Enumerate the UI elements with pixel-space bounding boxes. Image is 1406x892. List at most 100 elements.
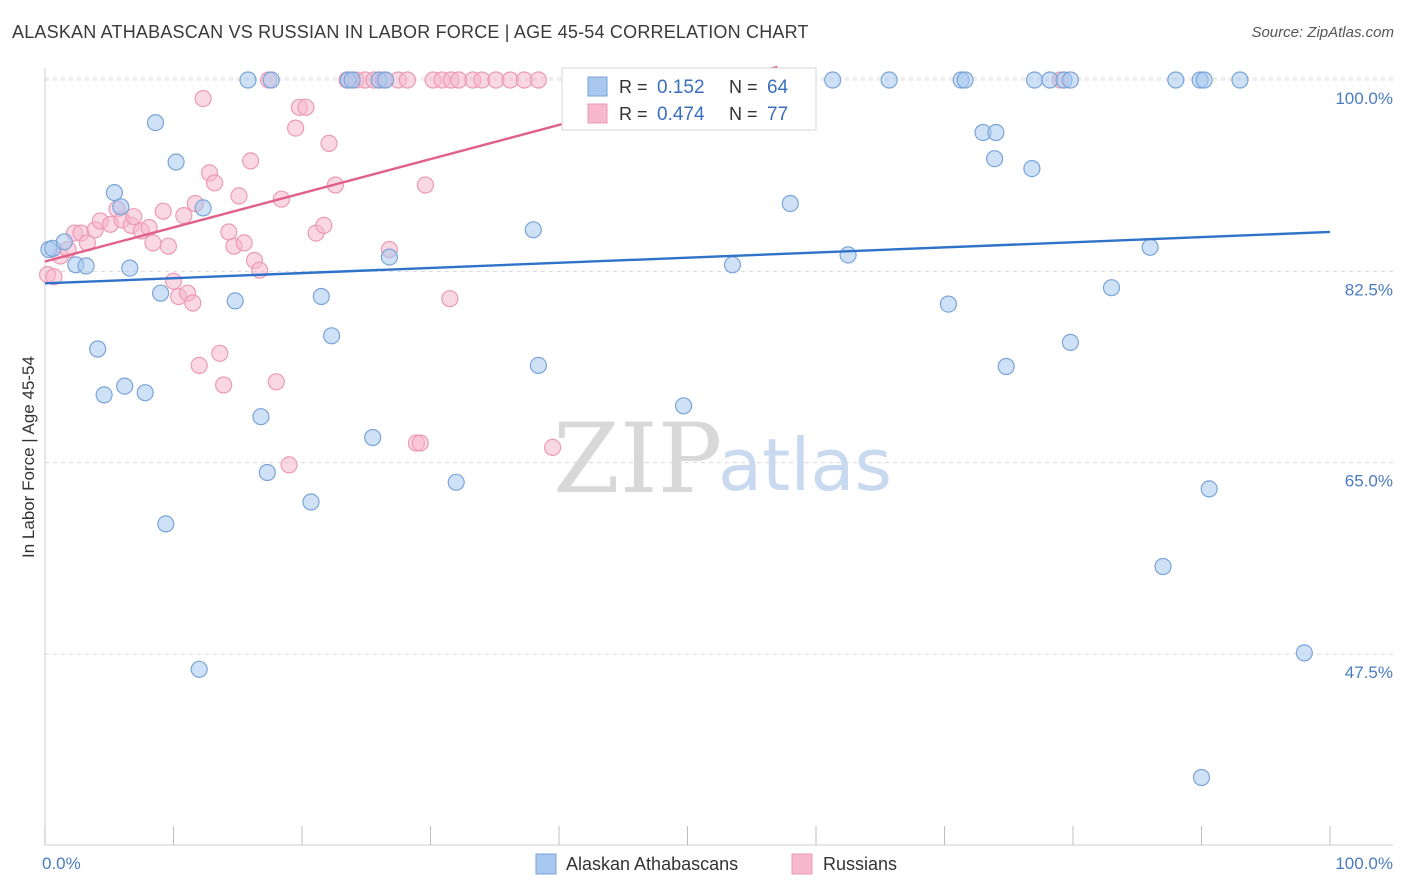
trendline-athabascans — [44, 230, 1331, 285]
athabascan-point — [252, 408, 270, 426]
athabascan-point — [55, 233, 73, 251]
legend-r-label-1: R = — [619, 77, 648, 97]
athabascan-point — [226, 292, 244, 310]
russian-point — [220, 223, 238, 241]
athabascan-point — [1295, 644, 1313, 662]
athabascan-point — [121, 259, 139, 277]
russian-point — [144, 234, 162, 252]
y-tick-labels: 100.0% 82.5% 65.0% 47.5% — [1335, 89, 1393, 682]
watermark-zip: ZIP — [553, 403, 722, 515]
legend-n-value-1: 64 — [767, 77, 789, 98]
russian-point — [529, 71, 548, 89]
athabascan-point — [380, 248, 398, 266]
source-credit: Source: ZipAtlas.com — [1251, 24, 1394, 41]
y-axis-title: In Labor Force | Age 45-54 — [19, 356, 38, 558]
russian-point — [487, 71, 505, 89]
athabascan-point — [152, 284, 170, 302]
athabascan-point — [89, 340, 107, 358]
x-tick-label-start: 0.0% — [42, 854, 81, 873]
bottom-legend-swatch-blue — [535, 853, 557, 875]
athabascan-point — [781, 194, 799, 213]
russian-point — [190, 356, 208, 374]
athabascan-point — [987, 123, 1005, 142]
russian-point — [235, 234, 253, 252]
athabascan-point — [529, 356, 548, 374]
russian-point — [175, 207, 193, 225]
bottom-legend-swatch-pink — [791, 853, 813, 875]
athabascan-point — [239, 71, 257, 89]
russian-point — [45, 268, 63, 286]
series-alaskan-athabascans-points — [40, 71, 1313, 787]
athabascan-point — [376, 71, 395, 89]
chart-title: ALASKAN ATHABASCAN VS RUSSIAN IN LABOR F… — [12, 22, 809, 42]
russian-point — [184, 294, 202, 312]
bottom-legend: Alaskan Athabascans Russians — [535, 853, 897, 875]
athabascan-point — [1195, 71, 1213, 89]
russian-point — [211, 344, 229, 362]
athabascan-point — [1154, 557, 1172, 576]
legend-r-value-2: 0.474 — [657, 104, 705, 125]
legend-swatch-blue — [587, 76, 608, 97]
y-tick-label: 82.5% — [1345, 280, 1393, 299]
russian-point — [194, 89, 212, 108]
athabascan-point — [524, 221, 542, 239]
russian-point — [267, 373, 285, 391]
athabascan-point — [190, 660, 208, 678]
athabascan-point — [1025, 71, 1044, 89]
russian-point — [242, 152, 260, 170]
axes — [44, 68, 1393, 846]
russian-point — [125, 208, 143, 226]
legend-n-label-2: N = — [729, 104, 758, 124]
bottom-legend-label-pink: Russians — [823, 854, 897, 874]
legend-n-label-1: N = — [729, 77, 758, 97]
athabascan-point — [1061, 71, 1080, 89]
athabascan-point — [77, 257, 95, 275]
y-tick-label: 100.0% — [1335, 89, 1393, 108]
legend-box: R = 0.152 N = 64 R = 0.474 N = 77 — [561, 67, 817, 131]
athabascan-point — [194, 199, 212, 217]
russian-point — [280, 456, 298, 474]
athabascan-point — [985, 150, 1004, 168]
athabascan-point — [824, 71, 842, 89]
athabascan-point — [1200, 480, 1218, 498]
athabascan-point — [939, 295, 958, 313]
x-tick-label-end: 100.0% — [1335, 854, 1393, 873]
russian-point — [297, 98, 315, 116]
russian-point — [543, 438, 562, 456]
athabascan-point — [1231, 71, 1249, 89]
legend-swatch-pink — [587, 103, 608, 124]
y-tick-label: 65.0% — [1345, 472, 1393, 491]
bottom-legend-label-blue: Alaskan Athabascans — [566, 854, 738, 874]
athabascan-point — [1167, 71, 1185, 89]
russian-point — [441, 290, 459, 308]
russian-point — [315, 216, 333, 234]
russian-point — [416, 176, 434, 194]
legend-r-label-2: R = — [619, 104, 648, 124]
athabascan-point — [880, 71, 898, 89]
russian-point — [164, 272, 183, 290]
russian-point — [230, 187, 248, 205]
russian-point — [206, 174, 224, 192]
athabascan-point — [323, 327, 341, 345]
athabascan-point — [839, 246, 857, 264]
russian-point — [215, 376, 233, 394]
russian-point — [287, 119, 305, 137]
athabascan-point — [1102, 279, 1121, 297]
athabascan-point — [723, 256, 742, 274]
russian-point — [154, 202, 172, 220]
athabascan-point — [146, 113, 165, 132]
athabascan-point — [674, 397, 693, 415]
watermark-atlas: atlas — [718, 423, 892, 507]
athabascan-point — [112, 198, 130, 216]
legend-n-value-2: 77 — [767, 104, 788, 125]
athabascan-point — [116, 377, 134, 395]
athabascan-point — [167, 153, 185, 171]
athabascan-point — [1141, 238, 1159, 256]
athabascan-point — [312, 287, 330, 306]
x-ticks — [44, 826, 1331, 845]
legend-r-value-1: 0.152 — [657, 77, 705, 98]
russian-point — [411, 434, 429, 452]
athabascan-point — [343, 71, 361, 89]
russian-point — [320, 134, 338, 152]
